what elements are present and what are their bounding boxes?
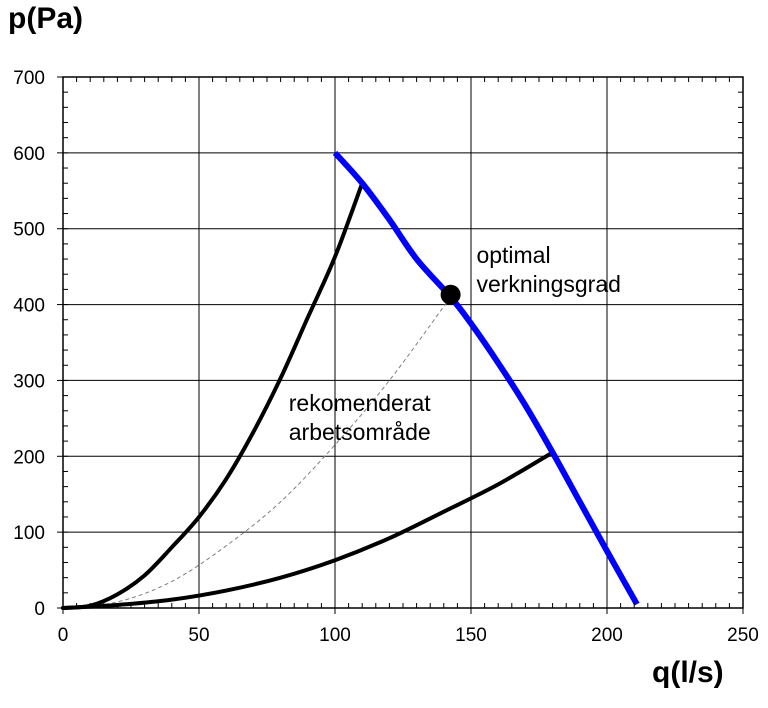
y-tick-label: 0 bbox=[34, 599, 45, 620]
grid-layer bbox=[62, 76, 744, 609]
annotation-label: verkningsgrad bbox=[476, 271, 620, 297]
x-axis-title: q(l/s) bbox=[652, 656, 724, 689]
optimal-system-curve bbox=[62, 296, 452, 609]
y-tick-label: 200 bbox=[13, 447, 45, 468]
label-layer: 0 50 100 150 200 250 0 100 200 300 400 500 600 700 opt… bbox=[13, 68, 759, 646]
fan-curve bbox=[332, 150, 640, 606]
x-tick-label: 250 bbox=[727, 625, 759, 646]
y-tick-label: 600 bbox=[13, 144, 45, 165]
annotation-label: rekomenderat bbox=[289, 390, 432, 416]
x-tick-label: 50 bbox=[188, 625, 209, 646]
optimal-point bbox=[440, 284, 461, 305]
y-tick-label: 400 bbox=[13, 296, 45, 317]
frame-layer bbox=[57, 76, 744, 614]
y-axis-title: p(Pa) bbox=[8, 2, 83, 35]
x-tick-label: 150 bbox=[455, 625, 487, 646]
y-tick-label: 500 bbox=[13, 220, 45, 241]
plot-frame bbox=[62, 76, 744, 609]
annotation-label: arbetsområde bbox=[289, 419, 431, 445]
curve-layer bbox=[61, 150, 640, 610]
x-tick-label: 200 bbox=[591, 625, 623, 646]
y-tick-label: 100 bbox=[13, 523, 45, 544]
annotation-label: optimal bbox=[476, 242, 550, 268]
x-tick-label: 100 bbox=[319, 625, 351, 646]
y-tick-label: 300 bbox=[13, 371, 45, 392]
upper-system-curve bbox=[61, 181, 365, 610]
x-tick-label: 0 bbox=[58, 625, 69, 646]
lower-system-curve bbox=[61, 450, 555, 610]
y-tick-label: 700 bbox=[13, 68, 45, 89]
